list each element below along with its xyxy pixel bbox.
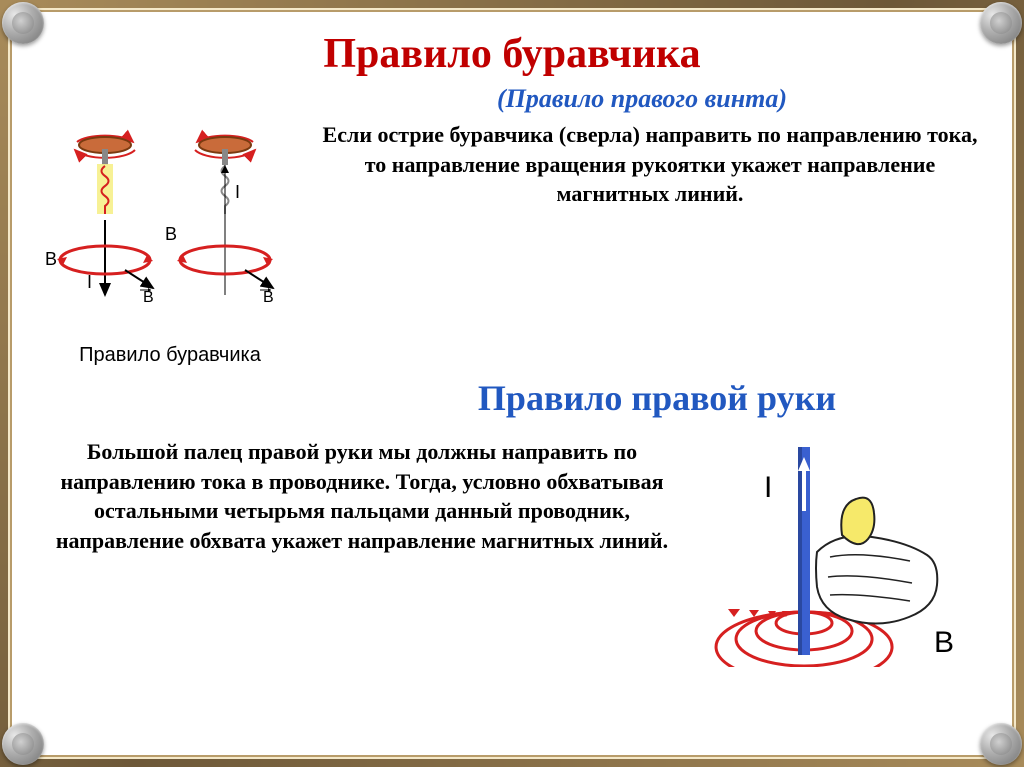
corkscrew-svg: I B B bbox=[40, 120, 300, 340]
right-hand-figure: I B bbox=[704, 437, 984, 667]
row-righthand: Большой палец правой руки мы должны напр… bbox=[40, 437, 984, 667]
svg-text:I: I bbox=[235, 182, 240, 202]
svg-text:B: B bbox=[45, 249, 57, 269]
main-title: Правило буравчика bbox=[40, 30, 984, 78]
svg-text:I: I bbox=[764, 471, 772, 504]
secondary-title: Правило правой руки bbox=[330, 377, 984, 419]
paragraph-righthand: Большой палец правой руки мы должны напр… bbox=[40, 437, 684, 556]
paragraph-corkscrew: Если острие буравчика (сверла) направить… bbox=[316, 120, 984, 209]
svg-text:I: I bbox=[87, 272, 92, 292]
svg-text:B: B bbox=[934, 626, 954, 659]
slide-content: Правило буравчика (Правило правого винта… bbox=[12, 12, 1012, 755]
right-hand-svg: I B bbox=[704, 437, 984, 667]
corkscrew-caption: Правило буравчика bbox=[40, 344, 300, 367]
row-corkscrew: I B B bbox=[40, 120, 984, 367]
corkscrew-figure: I B B bbox=[40, 120, 300, 367]
svg-text:B: B bbox=[165, 224, 177, 244]
subtitle: (Правило правого винта) bbox=[300, 84, 984, 114]
